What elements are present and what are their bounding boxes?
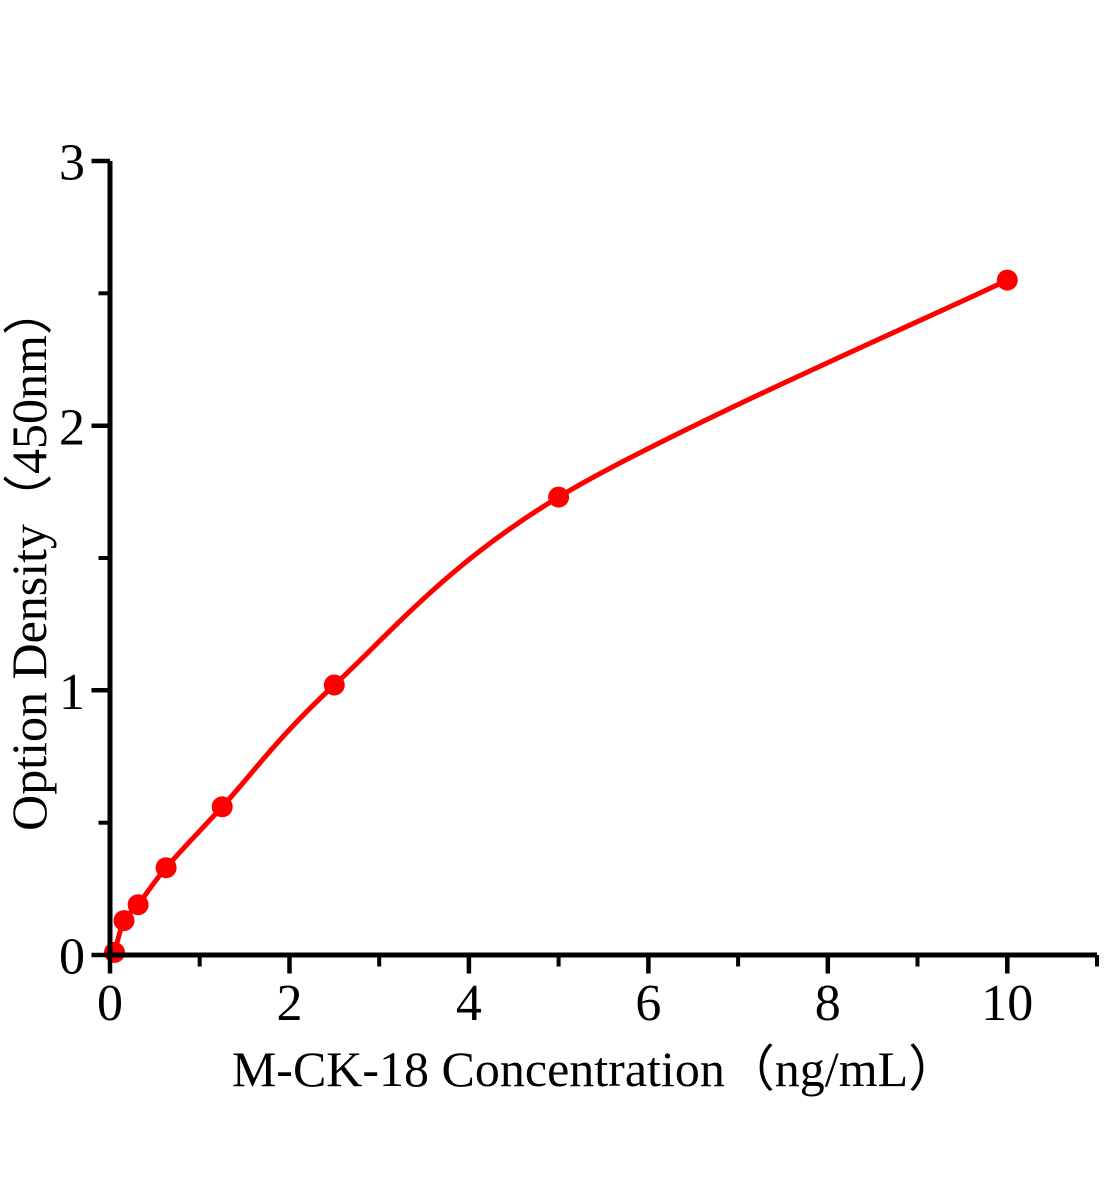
- tick-label-layer: 0 2 4 6 8 10 0 1 2 3: [59, 135, 1033, 1032]
- data-point: [323, 674, 345, 696]
- y-tick-label: 3: [59, 135, 85, 192]
- x-tick-label: 6: [635, 975, 661, 1032]
- axes-layer: [107, 161, 1097, 958]
- x-tick-label: 0: [97, 975, 123, 1032]
- data-point: [211, 796, 233, 818]
- x-tick-label: 4: [456, 975, 482, 1032]
- data-point: [127, 894, 149, 916]
- y-axis-title: Option Density（450nm）: [1, 285, 57, 831]
- data-point: [996, 269, 1018, 291]
- data-point: [548, 486, 570, 508]
- x-tick-label: 10: [981, 975, 1033, 1032]
- fit-curve-line: [112, 277, 1010, 955]
- y-tick-label: 0: [59, 929, 85, 986]
- data-point: [104, 941, 125, 963]
- x-axis-title: M-CK-18 Concentration（ng/mL）: [232, 1041, 958, 1097]
- axes-lines: [107, 161, 1097, 958]
- y-tick-label: 2: [59, 399, 85, 456]
- tick-layer: [91, 158, 1099, 974]
- series-layer: [104, 269, 1018, 963]
- data-point: [155, 857, 177, 879]
- x-tick-label: 8: [815, 975, 841, 1032]
- y-tick-label: 1: [59, 664, 85, 721]
- x-tick-label: 2: [277, 975, 303, 1032]
- data-point: [113, 910, 135, 932]
